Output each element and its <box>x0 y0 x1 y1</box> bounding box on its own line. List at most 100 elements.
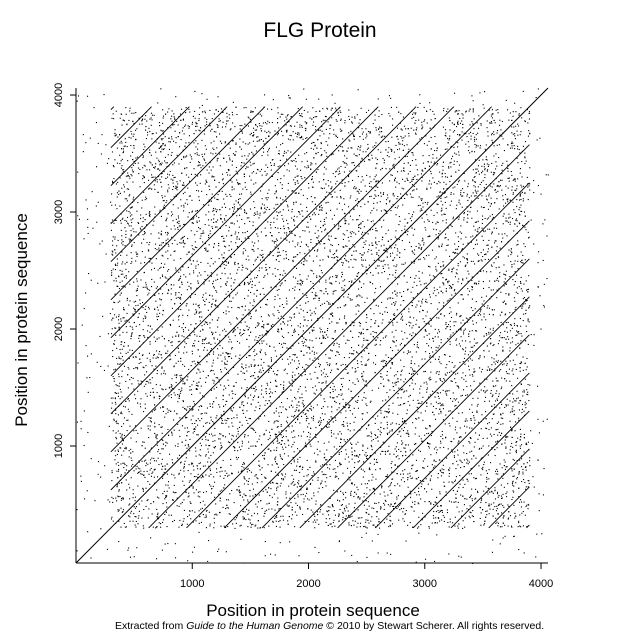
dot <box>380 376 382 378</box>
dot <box>175 142 177 144</box>
dot <box>335 171 337 173</box>
dot <box>168 245 170 247</box>
dot <box>354 484 356 486</box>
dot <box>522 254 524 256</box>
dot <box>490 462 492 464</box>
dot <box>507 255 509 257</box>
dot <box>267 166 269 168</box>
dot <box>332 421 334 423</box>
dot <box>146 286 148 288</box>
dot <box>344 220 346 222</box>
dot <box>209 189 211 191</box>
dot <box>137 472 139 474</box>
dot <box>130 448 132 450</box>
dot <box>213 446 215 448</box>
dot <box>332 388 334 390</box>
dot <box>426 144 428 146</box>
dot <box>170 389 172 391</box>
dot <box>299 508 301 510</box>
dot <box>328 423 330 425</box>
dot <box>161 130 163 132</box>
dot <box>521 403 523 405</box>
dot <box>473 283 475 285</box>
dot <box>477 132 479 134</box>
dot <box>353 429 355 431</box>
dot <box>437 392 439 394</box>
dot <box>465 380 467 382</box>
dot <box>164 276 166 278</box>
dot <box>503 337 505 339</box>
dot <box>264 122 266 124</box>
dot <box>365 452 367 454</box>
dot <box>497 522 499 524</box>
dot <box>349 479 351 481</box>
dot <box>471 498 473 500</box>
dot <box>385 209 387 211</box>
dot <box>335 250 337 252</box>
dot <box>493 173 495 175</box>
dot <box>495 250 497 252</box>
dot <box>274 185 276 187</box>
dot <box>409 404 411 406</box>
dot <box>267 120 269 122</box>
dot <box>362 138 364 140</box>
dot <box>400 479 402 481</box>
dot <box>431 522 433 524</box>
dot <box>483 287 485 289</box>
dot <box>198 409 200 411</box>
dot <box>192 486 194 488</box>
dot <box>129 110 131 112</box>
dot <box>333 224 335 226</box>
dot <box>418 491 420 493</box>
dot <box>362 198 364 200</box>
dot <box>231 397 233 399</box>
dot <box>417 411 419 413</box>
dot <box>502 215 504 217</box>
dot <box>323 220 325 222</box>
dot <box>223 435 225 437</box>
dot <box>380 432 382 434</box>
dot <box>484 523 486 525</box>
dot <box>139 227 141 229</box>
dot <box>407 433 409 435</box>
dot <box>141 207 143 209</box>
dot <box>142 307 144 309</box>
dot <box>495 377 497 379</box>
dot <box>205 491 207 493</box>
dot <box>187 315 189 317</box>
dot <box>182 239 184 241</box>
dot <box>172 182 174 184</box>
dot <box>497 130 499 132</box>
dot <box>142 354 144 356</box>
dot <box>261 267 263 269</box>
dot <box>329 282 331 284</box>
dot <box>523 501 525 503</box>
dot <box>298 334 300 336</box>
dot <box>328 357 330 359</box>
dot <box>516 188 518 190</box>
dot <box>520 305 522 307</box>
dot <box>150 391 152 393</box>
dot <box>502 477 504 479</box>
dot <box>291 379 293 381</box>
dot <box>147 336 149 338</box>
dot <box>517 526 519 528</box>
dot <box>450 192 452 194</box>
dot <box>527 391 529 393</box>
dot <box>342 516 344 518</box>
dot <box>126 299 128 301</box>
dot <box>215 331 217 333</box>
dot <box>434 161 436 163</box>
dot <box>291 359 293 361</box>
dot <box>372 220 374 222</box>
dot <box>163 115 165 117</box>
dot <box>472 179 474 181</box>
dot <box>166 506 168 508</box>
dot <box>525 443 527 445</box>
dot <box>231 422 233 424</box>
dot <box>192 248 194 250</box>
dot <box>198 129 200 131</box>
dot <box>367 359 369 361</box>
dot <box>116 264 118 266</box>
dot <box>412 190 414 192</box>
